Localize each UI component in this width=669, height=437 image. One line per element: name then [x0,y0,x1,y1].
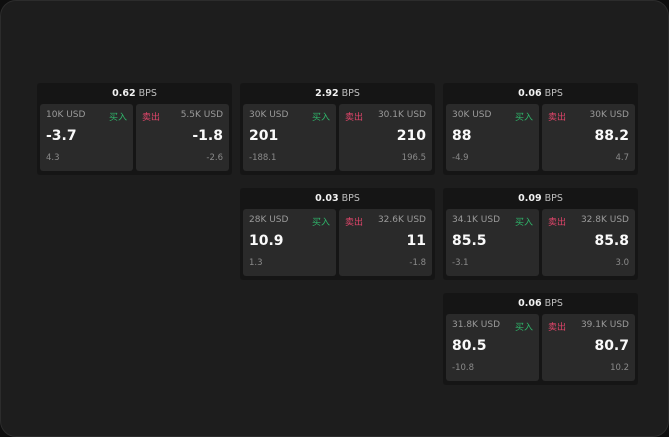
ask-size: 39.1K USD [580,320,629,330]
bid-change: 4.3 [46,153,60,163]
spread-value: 0.09 [518,193,542,204]
quote-panel: 0.03 BPS 28K USD 买入 10.9 1.3 卖出 32.6K USD … [240,188,435,280]
bid-size: 10K USD [46,110,86,120]
sell-card[interactable]: 卖出 30.1K USD 210 196.5 [339,104,432,171]
ask-change: 10.2 [610,363,629,373]
quote-panel: 0.06 BPS 31.8K USD 买入 80.5 -10.8 卖出 39.1K … [443,293,638,385]
spread-unit: BPS [544,193,563,204]
ask-change: -2.6 [206,153,223,163]
bid-price: 85.5 [452,233,487,249]
sell-label: 卖出 [548,218,567,228]
spread-unit: BPS [138,88,157,99]
sell-card[interactable]: 卖出 30K USD 88.2 4.7 [542,104,635,171]
sell-label: 卖出 [142,113,161,123]
ask-price: 88.2 [594,128,629,144]
spread-value: 0.06 [518,88,542,99]
ask-size: 5.5K USD [180,110,223,120]
ask-price: 11 [406,233,426,249]
spread-value: 0.06 [518,298,542,309]
bid-price: 10.9 [249,233,284,249]
ask-size: 32.6K USD [377,215,426,225]
bid-size: 30K USD [452,110,492,120]
bid-size: 34.1K USD [452,215,501,225]
spread-header: 0.06 BPS [443,293,638,314]
ask-change: 196.5 [401,153,426,163]
bid-change: -4.9 [452,153,469,163]
buy-card[interactable]: 31.8K USD 买入 80.5 -10.8 [446,314,539,381]
spread-header: 0.09 BPS [443,188,638,209]
buy-card[interactable]: 30K USD 买入 88 -4.9 [446,104,539,171]
ask-price: -1.8 [192,128,223,144]
spread-header: 2.92 BPS [240,83,435,104]
bid-price: -3.7 [46,128,77,144]
ask-price: 85.8 [594,233,629,249]
sell-label: 卖出 [548,113,567,123]
sell-card[interactable]: 卖出 32.8K USD 85.8 3.0 [542,209,635,276]
spread-header: 0.06 BPS [443,83,638,104]
sell-card[interactable]: 卖出 39.1K USD 80.7 10.2 [542,314,635,381]
bid-change: -10.8 [452,363,474,373]
buy-label: 买入 [311,218,330,228]
spread-unit: BPS [341,88,360,99]
spread-header: 0.03 BPS [240,188,435,209]
sell-label: 卖出 [345,113,364,123]
bid-price: 201 [249,128,279,144]
buy-label: 买入 [514,113,533,123]
sell-label: 卖出 [548,323,567,333]
sell-card[interactable]: 卖出 32.6K USD 11 -1.8 [339,209,432,276]
ask-change: -1.8 [409,258,426,268]
buy-label: 买入 [311,113,330,123]
sell-label: 卖出 [345,218,364,228]
bid-change: 1.3 [249,258,263,268]
bid-price: 88 [452,128,472,144]
buy-label: 买入 [514,218,533,228]
bid-change: -3.1 [452,258,469,268]
quote-panel: 0.62 BPS 10K USD 买入 -3.7 4.3 卖出 5.5K USD -… [37,83,232,175]
sell-card[interactable]: 卖出 5.5K USD -1.8 -2.6 [136,104,229,171]
spread-value: 0.03 [315,193,339,204]
spread-unit: BPS [544,88,563,99]
quote-panel: 0.06 BPS 30K USD 买入 88 -4.9 卖出 30K USD 88.… [443,83,638,175]
spread-value: 0.62 [112,88,136,99]
ask-size: 30K USD [589,110,629,120]
spread-value: 2.92 [315,88,339,99]
quote-panel: 2.92 BPS 30K USD 买入 201 -188.1 卖出 30.1K US… [240,83,435,175]
bid-size: 31.8K USD [452,320,501,330]
buy-label: 买入 [108,113,127,123]
ask-change: 4.7 [615,153,629,163]
buy-card[interactable]: 28K USD 买入 10.9 1.3 [243,209,336,276]
buy-label: 买入 [514,323,533,333]
bid-price: 80.5 [452,338,487,354]
ask-size: 32.8K USD [580,215,629,225]
buy-card[interactable]: 30K USD 买入 201 -188.1 [243,104,336,171]
bid-size: 30K USD [249,110,289,120]
spread-unit: BPS [341,193,360,204]
quote-panel: 0.09 BPS 34.1K USD 买入 85.5 -3.1 卖出 32.8K U… [443,188,638,280]
ask-price: 210 [396,128,426,144]
spread-header: 0.62 BPS [37,83,232,104]
ask-change: 3.0 [615,258,629,268]
buy-card[interactable]: 10K USD 买入 -3.7 4.3 [40,104,133,171]
ask-size: 30.1K USD [377,110,426,120]
bid-change: -188.1 [249,153,277,163]
buy-card[interactable]: 34.1K USD 买入 85.5 -3.1 [446,209,539,276]
ask-price: 80.7 [594,338,629,354]
bid-size: 28K USD [249,215,289,225]
spread-unit: BPS [544,298,563,309]
